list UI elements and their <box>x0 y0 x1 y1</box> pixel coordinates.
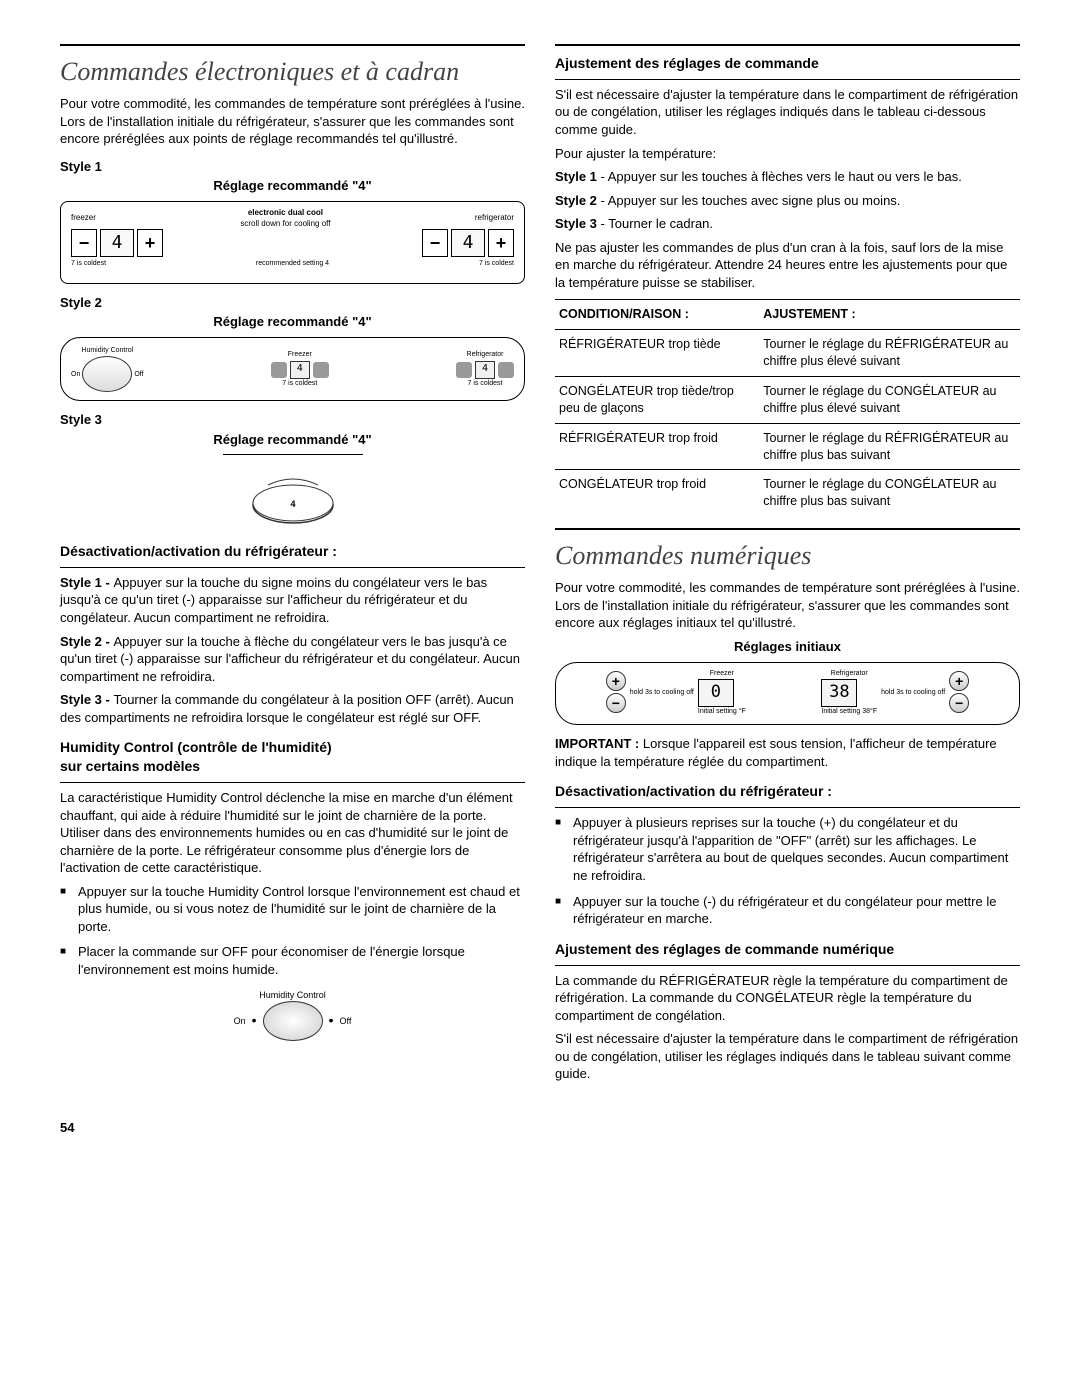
adjustment-table: CONDITION/RAISON : AJUSTEMENT : RÉFRIGÉR… <box>555 299 1020 516</box>
deactivation-heading: Désactivation/activation du réfrigérateu… <box>60 542 525 561</box>
recommended-note: recommended setting 4 <box>256 259 329 268</box>
divider <box>60 567 525 568</box>
table-row: CONGÉLATEUR trop froidTourner le réglage… <box>555 470 1020 516</box>
digital-panel: + − hold 3s to cooling off Freezer 0 Ini… <box>555 662 1020 726</box>
adj-p2: Pour ajuster la température: <box>555 145 1020 163</box>
adj-s1: Style 1 - Appuyer sur les touches à flèc… <box>555 168 1020 186</box>
humidity-heading: Humidity Control (contrôle de l'humidité… <box>60 738 525 776</box>
refrigerator-label: refrigerator <box>475 213 514 224</box>
numeric-bullet-2: Appuyer sur la touche (-) du réfrigérate… <box>555 893 1020 928</box>
adj-p3: Ne pas ajuster les commandes de plus d'u… <box>555 239 1020 292</box>
table-row: RÉFRIGÉRATEUR trop tièdeTourner le régla… <box>555 330 1020 377</box>
style1-recommended: Réglage recommandé "4" <box>60 177 525 195</box>
th-condition: CONDITION/RAISON : <box>555 300 759 330</box>
svg-text:4: 4 <box>290 499 295 509</box>
minus-button[interactable]: − <box>606 693 626 713</box>
divider <box>555 528 1020 530</box>
style3-recommended: Réglage recommandé "4" <box>60 431 525 449</box>
minus-button[interactable]: − <box>949 693 969 713</box>
humidity-dial-icon[interactable] <box>263 1001 323 1041</box>
numeric-adj-heading: Ajustement des réglages de commande numé… <box>555 940 1020 959</box>
coldest-note: 7 is coldest <box>479 259 514 268</box>
page-number: 54 <box>60 1119 1020 1137</box>
style3-divider <box>223 454 363 455</box>
adj-s3: Style 3 - Tourner le cadran. <box>555 215 1020 233</box>
table-row: RÉFRIGÉRATEUR trop froidTourner le régla… <box>555 423 1020 470</box>
style3-dial-diagram: 4 <box>60 465 525 530</box>
fridge-control[interactable]: − 4 + <box>422 229 514 257</box>
plus-button[interactable]: + <box>949 671 969 691</box>
divider <box>555 44 1020 46</box>
style2-panel: Humidity Control On Off Freezer 4 7 is c… <box>60 337 525 401</box>
important-note: IMPORTANT : Lorsque l'appareil est sous … <box>555 735 1020 770</box>
divider <box>555 965 1020 966</box>
style2-deact: Style 2 - Appuyer sur la touche à flèche… <box>60 633 525 686</box>
divider <box>555 79 1020 80</box>
numeric-bullet-1: Appuyer à plusieurs reprises sur la touc… <box>555 814 1020 884</box>
style2-label: Style 2 <box>60 294 525 312</box>
fridge-display: 4 <box>451 229 485 257</box>
freezer-arrows[interactable]: 4 <box>271 361 329 379</box>
panel-center: electronic dual cool scroll down for coo… <box>96 208 475 230</box>
style3-deact: Style 3 - Tourner la commande du congéla… <box>60 691 525 726</box>
plus-button[interactable]: + <box>606 671 626 691</box>
minus-button[interactable]: − <box>422 229 448 257</box>
humidity-bullet-2: Placer la commande sur OFF pour économis… <box>60 943 525 978</box>
style1-panel: freezer electronic dual cool scroll down… <box>60 201 525 284</box>
numeric-adj-p2: S'il est nécessaire d'ajuster la tempéra… <box>555 1030 1020 1083</box>
style3-label: Style 3 <box>60 411 525 429</box>
numeric-intro: Pour votre commodité, les commandes de t… <box>555 579 1020 632</box>
up-arrow-icon[interactable] <box>313 362 329 378</box>
dial-icon: 4 <box>248 465 338 525</box>
humidity-bullet-1: Appuyer sur la touche Humidity Control l… <box>60 883 525 936</box>
table-row: CONGÉLATEUR trop tiède/trop peu de glaço… <box>555 376 1020 423</box>
numeric-deact-heading: Désactivation/activation du réfrigérateu… <box>555 782 1020 801</box>
humidity-desc: La caractéristique Humidity Control décl… <box>60 789 525 877</box>
fridge-display: 38 <box>821 679 857 707</box>
up-arrow-icon[interactable] <box>498 362 514 378</box>
style2-recommended: Réglage recommandé "4" <box>60 313 525 331</box>
adj-s2: Style 2 - Appuyer sur les touches avec s… <box>555 192 1020 210</box>
freezer-control[interactable]: − 4 + <box>71 229 163 257</box>
fridge-arrows[interactable]: 4 <box>456 361 514 379</box>
adjustment-heading: Ajustement des réglages de commande <box>555 54 1020 73</box>
right-column: Ajustement des réglages de commande S'il… <box>555 40 1020 1089</box>
intro-text: Pour votre commodité, les commandes de t… <box>60 95 525 148</box>
divider <box>555 807 1020 808</box>
initial-settings-label: Réglages initiaux <box>555 638 1020 656</box>
down-arrow-icon[interactable] <box>456 362 472 378</box>
freezer-display: 4 <box>100 229 134 257</box>
adj-p1: S'il est nécessaire d'ajuster la tempéra… <box>555 86 1020 139</box>
heading-electronic-dial: Commandes électroniques et à cadran <box>60 54 525 89</box>
down-arrow-icon[interactable] <box>271 362 287 378</box>
humidity-diagram: Humidity Control On • • Off <box>60 989 525 1041</box>
plus-button[interactable]: + <box>137 229 163 257</box>
minus-button[interactable]: − <box>71 229 97 257</box>
numeric-adj-p1: La commande du RÉFRIGÉRATEUR règle la te… <box>555 972 1020 1025</box>
heading-numeric: Commandes numériques <box>555 538 1020 573</box>
divider <box>60 782 525 783</box>
th-adjustment: AJUSTEMENT : <box>759 300 1020 330</box>
divider <box>60 44 525 46</box>
coldest-note: 7 is coldest <box>71 259 106 268</box>
style1-label: Style 1 <box>60 158 525 176</box>
style1-deact: Style 1 - Appuyer sur la touche du signe… <box>60 574 525 627</box>
humidity-dial[interactable] <box>82 356 132 392</box>
freezer-display: 0 <box>698 679 734 707</box>
freezer-label: freezer <box>71 213 96 224</box>
plus-button[interactable]: + <box>488 229 514 257</box>
left-column: Commandes électroniques et à cadran Pour… <box>60 40 525 1089</box>
